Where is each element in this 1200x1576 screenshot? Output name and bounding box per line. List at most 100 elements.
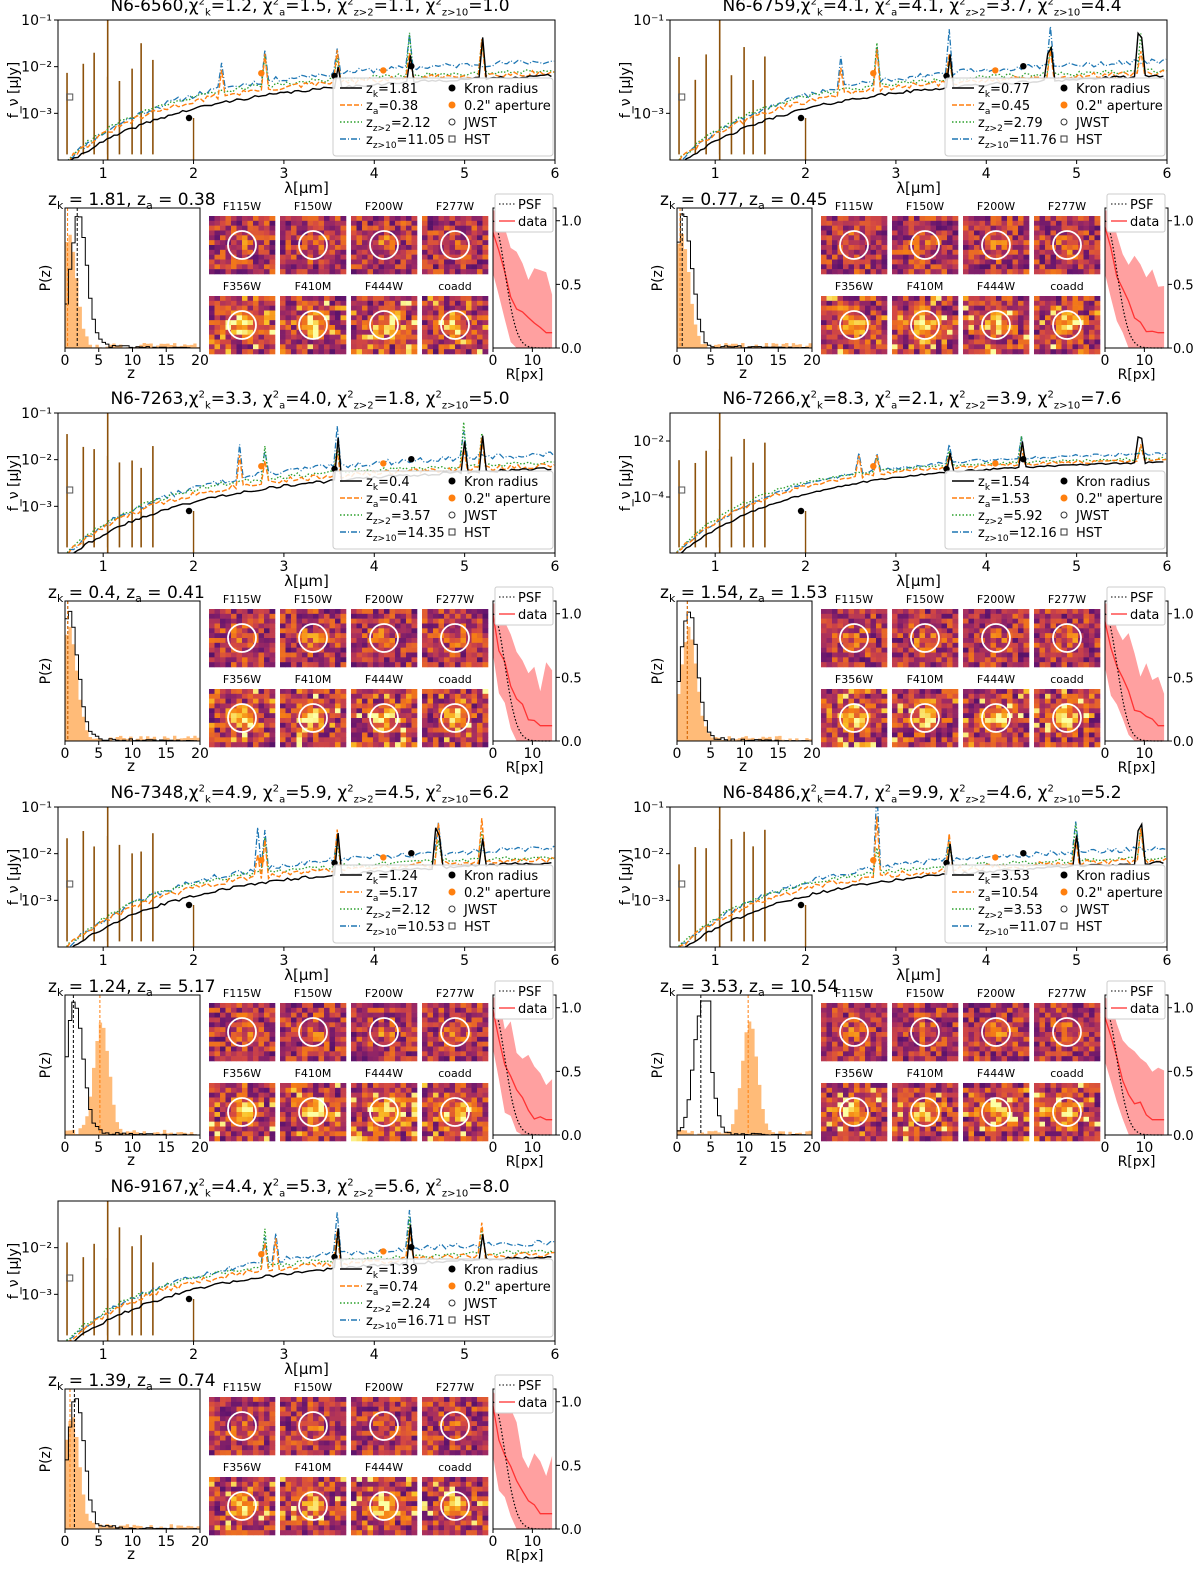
sed-x-axis-label: λ[μm]: [284, 1360, 329, 1378]
cutout-f115w: F115W: [209, 200, 275, 274]
legend-aperture-text: 0.2" aperture: [1076, 886, 1163, 901]
redshift-header: zk = 1.81, za = 0.38: [48, 190, 216, 212]
profile-y-tick: 0.0: [561, 1523, 582, 1538]
legend-kron-text: Kron radius: [1076, 475, 1150, 490]
profile-y-tick: 0.5: [561, 671, 582, 686]
cutout-filter-label: F277W: [1048, 987, 1086, 1000]
pz-tick-label: 5: [706, 1140, 715, 1156]
x-tick-label: 1: [99, 559, 108, 575]
legend-kron-marker: [449, 872, 456, 879]
cutout-filter-label: F444W: [365, 1067, 403, 1080]
pz-tick-label: 5: [706, 353, 715, 369]
pz-tick-label: 20: [191, 746, 209, 762]
cutout-filter-label: F115W: [835, 200, 873, 213]
profile-y-tick: 0.5: [1173, 1065, 1194, 1080]
cutout-f277w: F277W: [422, 1381, 488, 1455]
profile-x-axis-label: R[px]: [506, 1154, 544, 1170]
cutout-filter-label: F444W: [365, 673, 403, 686]
cutout-f200w: F200W: [351, 987, 417, 1061]
cutout-f115w: F115W: [209, 593, 275, 667]
cutout-filter-label: F200W: [365, 200, 403, 213]
profile-x-axis-label: R[px]: [506, 1548, 544, 1564]
x-tick-label: 6: [551, 559, 560, 575]
legend-jwst-text: JWST: [463, 903, 497, 918]
legend-hst-text: HST: [464, 920, 490, 935]
cutout-filter-label: F356W: [223, 673, 261, 686]
legend-kron-marker: [449, 1266, 456, 1273]
galaxy-panel-N6-7266: N6-7266,χ2k=8.3, χ2a=2.1, χ2z>2=3.9, χ2z…: [612, 393, 1200, 788]
pz-tick-label: 15: [157, 746, 175, 762]
profile-legend-data: data: [518, 1002, 547, 1017]
pz-za-histogram: [65, 627, 200, 741]
x-tick-label: 4: [982, 953, 991, 969]
pz-x-axis-label: z: [739, 364, 747, 382]
photometry-point: [186, 115, 192, 121]
profile-legend-data: data: [1130, 1002, 1159, 1017]
galaxy-panel-N6-9167: N6-9167,χ2k=4.4, χ2a=5.3, χ2z>2=5.6, χ2z…: [0, 1181, 600, 1576]
cutout-filter-label: F410M: [295, 1067, 332, 1080]
pz-y-axis-label: P(z): [650, 1052, 666, 1079]
legend-kron-text: Kron radius: [464, 475, 538, 490]
x-tick-label: 5: [1072, 166, 1081, 182]
profile-legend-psf: PSF: [518, 985, 542, 1000]
cutout-filter-label: F150W: [294, 987, 332, 1000]
profile-y-tick: 0.5: [1173, 278, 1194, 293]
legend-jwst-text: JWST: [463, 509, 497, 524]
cutout-filter-label: coadd: [438, 673, 471, 686]
x-tick-label: 1: [99, 953, 108, 969]
pz-za-histogram: [65, 1417, 200, 1529]
pz-tick-label: 15: [157, 1140, 175, 1156]
legend-kron-text: Kron radius: [1076, 82, 1150, 97]
profile-legend-psf: PSF: [518, 198, 542, 213]
x-tick-label: 4: [370, 559, 379, 575]
galaxy-panel-N6-7348: N6-7348,χ2k=4.9, χ2a=5.9, χ2z>2=4.5, χ2z…: [0, 787, 600, 1182]
photometry-point: [408, 850, 414, 856]
cutout-coadd: coadd: [422, 1067, 488, 1141]
photometry-point: [870, 70, 876, 76]
profile-legend-psf: PSF: [518, 591, 542, 606]
cutout-filter-label: F444W: [977, 1067, 1015, 1080]
cutout-filter-label: F410M: [295, 673, 332, 686]
photometry-point: [380, 460, 386, 466]
legend-hst-text: HST: [464, 133, 490, 148]
sed-legend: zk=3.53za=10.54zz>2=3.53zz>10=11.07Kron …: [945, 865, 1165, 943]
pz-tick-label: 0: [61, 1140, 70, 1156]
legend-kron-text: Kron radius: [464, 869, 538, 884]
cutout-filter-label: F410M: [295, 1461, 332, 1474]
legend-kron-marker: [1061, 478, 1068, 485]
pz-tick-label: 15: [769, 353, 787, 369]
cutout-f277w: F277W: [1034, 987, 1100, 1061]
cutout-f356w: F356W: [821, 1067, 887, 1141]
photometry-point: [870, 857, 876, 863]
y-tick-label: 10⁻¹: [21, 13, 52, 29]
y-tick-label: 10⁻³: [21, 1287, 52, 1303]
legend-aperture-marker: [449, 889, 456, 896]
cutout-filter-label: F410M: [907, 280, 944, 293]
pz-tick-label: 5: [706, 746, 715, 762]
cutout-filter-label: coadd: [1050, 673, 1083, 686]
legend-kron-text: Kron radius: [464, 82, 538, 97]
cutout-f150w: F150W: [892, 593, 958, 667]
legend-kron-marker: [449, 478, 456, 485]
pz-tick-label: 5: [94, 1534, 103, 1550]
cutout-filter-label: F356W: [835, 280, 873, 293]
cutout-f200w: F200W: [963, 200, 1029, 274]
pz-y-axis-label: P(z): [38, 1052, 54, 1079]
profile-legend-psf: PSF: [518, 1379, 542, 1394]
photometry-point: [258, 463, 264, 469]
profile-x-tick: 0: [1101, 1140, 1110, 1156]
cutout-f277w: F277W: [1034, 200, 1100, 274]
legend-kron-marker: [449, 85, 456, 92]
cutout-f150w: F150W: [280, 987, 346, 1061]
profile-x-tick: 0: [489, 353, 498, 369]
